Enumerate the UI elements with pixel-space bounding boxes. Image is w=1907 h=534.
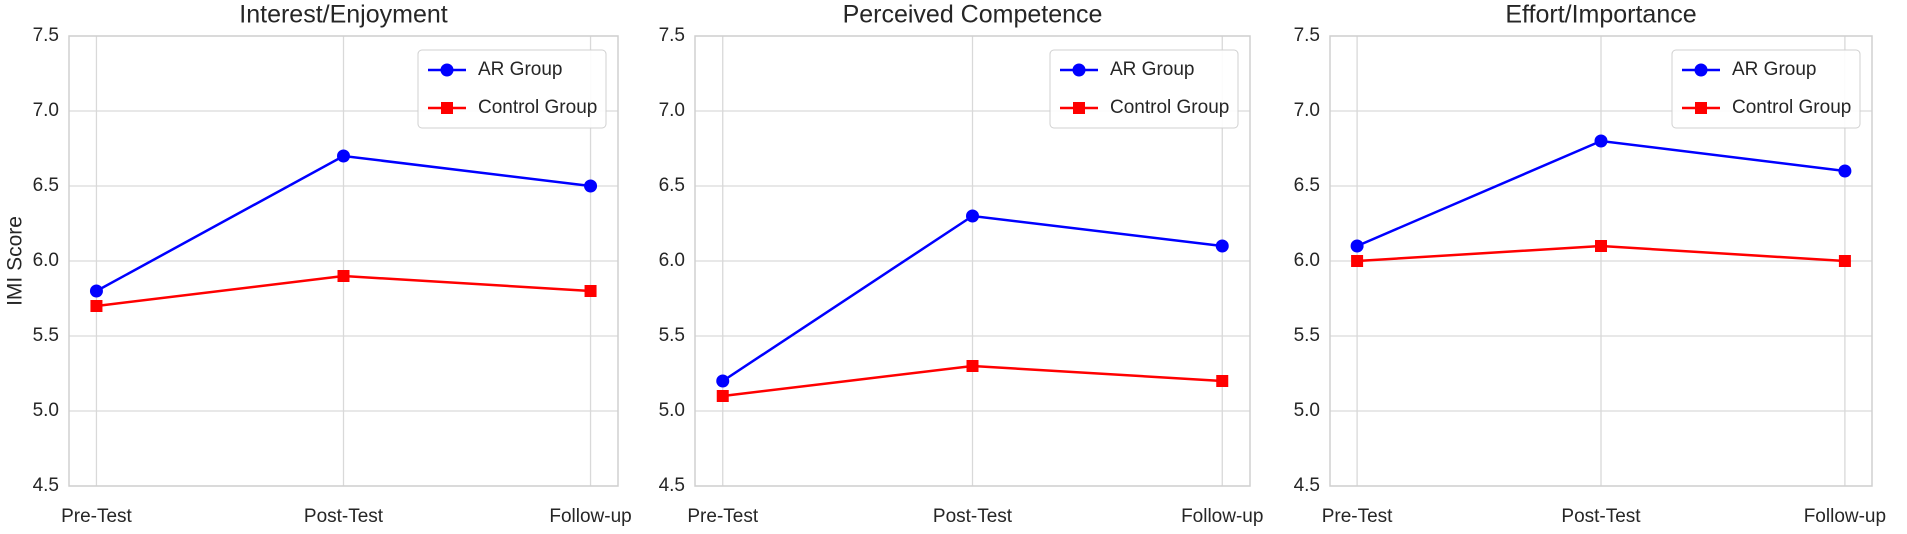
x-tick-label: Post-Test — [1561, 506, 1641, 527]
marker — [966, 209, 979, 223]
x-tick-label: Follow-up — [1181, 506, 1263, 527]
legend-marker — [441, 102, 453, 114]
legend-marker — [1695, 102, 1707, 114]
marker — [1838, 255, 1851, 267]
marker — [1595, 240, 1607, 252]
y-tick-label: 6.5 — [1294, 175, 1320, 196]
y-tick-label: 5.5 — [33, 325, 59, 346]
marker — [1351, 255, 1364, 267]
marker — [337, 270, 350, 282]
x-tick-label: Post-Test — [933, 506, 1013, 527]
y-tick-label: 6.0 — [33, 250, 59, 271]
marker — [1350, 239, 1364, 253]
legend-marker — [440, 63, 454, 77]
y-tick-label: 5.0 — [659, 400, 685, 421]
plot-frame — [68, 35, 619, 487]
y-tick-label: 7.0 — [659, 100, 685, 121]
marker — [1216, 375, 1229, 387]
legend-label: AR Group — [1110, 59, 1194, 80]
chart-title: Perceived Competence — [843, 1, 1103, 29]
legend: AR Group Control Group — [1671, 49, 1861, 129]
x-tick-label: Pre-Test — [687, 506, 758, 527]
marker — [584, 179, 598, 193]
marker — [337, 149, 350, 163]
plot-frame — [694, 35, 1251, 487]
marker — [1215, 239, 1229, 253]
legend-label: Control Group — [1110, 97, 1229, 118]
legend-label: Control Group — [1732, 97, 1851, 118]
chart-title: Effort/Importance — [1505, 1, 1696, 29]
legend-label: Control Group — [478, 97, 597, 118]
y-tick-label: 5.5 — [659, 325, 685, 346]
legend-label: AR Group — [478, 59, 562, 80]
marker — [1594, 134, 1608, 148]
marker — [716, 390, 729, 402]
x-tick-label: Pre-Test — [61, 506, 132, 527]
y-axis-label: IMI Score — [4, 216, 27, 306]
y-tick-label: 6.5 — [659, 175, 685, 196]
marker — [90, 300, 103, 312]
y-tick-label: 7.5 — [659, 25, 685, 46]
y-tick-label: 7.5 — [33, 25, 59, 46]
y-tick-label: 5.0 — [33, 400, 59, 421]
legend: AR Group Control Group — [1049, 49, 1239, 129]
plot-frame — [1329, 35, 1873, 487]
marker — [89, 284, 103, 298]
chart-title: Interest/Enjoyment — [239, 1, 447, 29]
marker — [716, 374, 730, 388]
x-tick-label: Pre-Test — [1322, 506, 1393, 527]
y-tick-label: 6.0 — [659, 250, 685, 271]
legend: AR Group Control Group — [417, 49, 607, 129]
y-tick-label: 7.5 — [1294, 25, 1320, 46]
y-tick-label: 5.0 — [1294, 400, 1320, 421]
legend-label: AR Group — [1732, 59, 1816, 80]
y-tick-label: 7.0 — [33, 100, 59, 121]
x-tick-label: Post-Test — [304, 506, 384, 527]
y-tick-label: 4.5 — [1294, 475, 1320, 496]
marker — [1838, 164, 1852, 178]
y-tick-label: 5.5 — [1294, 325, 1320, 346]
x-tick-label: Follow-up — [549, 506, 631, 527]
legend-marker — [1694, 63, 1708, 77]
y-tick-label: 4.5 — [659, 475, 685, 496]
y-tick-label: 7.0 — [1294, 100, 1320, 121]
marker — [584, 285, 597, 297]
y-tick-label: 6.0 — [1294, 250, 1320, 271]
y-tick-label: 6.5 — [33, 175, 59, 196]
y-tick-label: 4.5 — [33, 475, 59, 496]
x-tick-label: Follow-up — [1804, 506, 1886, 527]
legend-marker — [1072, 63, 1086, 77]
legend-marker — [1073, 102, 1085, 114]
marker — [966, 360, 979, 372]
